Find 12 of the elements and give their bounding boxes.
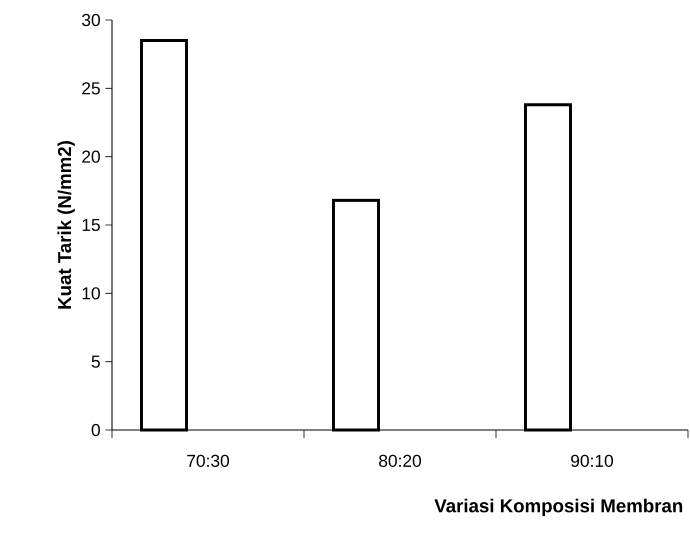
y-tick-label: 10 — [82, 287, 100, 300]
y-tick-label: 5 — [92, 356, 100, 368]
x-tick-label: 80:20 — [379, 454, 422, 467]
x-tick-label: 70:30 — [187, 454, 230, 467]
y-tick-label: 0 — [92, 424, 100, 436]
x-axis-title: Variasi Komposisi Membran — [434, 498, 682, 516]
y-tick-label: 25 — [82, 82, 100, 94]
y-axis-title: Kuat Tarik (N/mm2) — [57, 141, 75, 309]
y-tick-label: 30 — [82, 14, 100, 26]
y-tick-label: 15 — [82, 218, 100, 232]
x-tick-label: 90:10 — [571, 454, 614, 467]
y-tick-label: 20 — [82, 150, 100, 163]
